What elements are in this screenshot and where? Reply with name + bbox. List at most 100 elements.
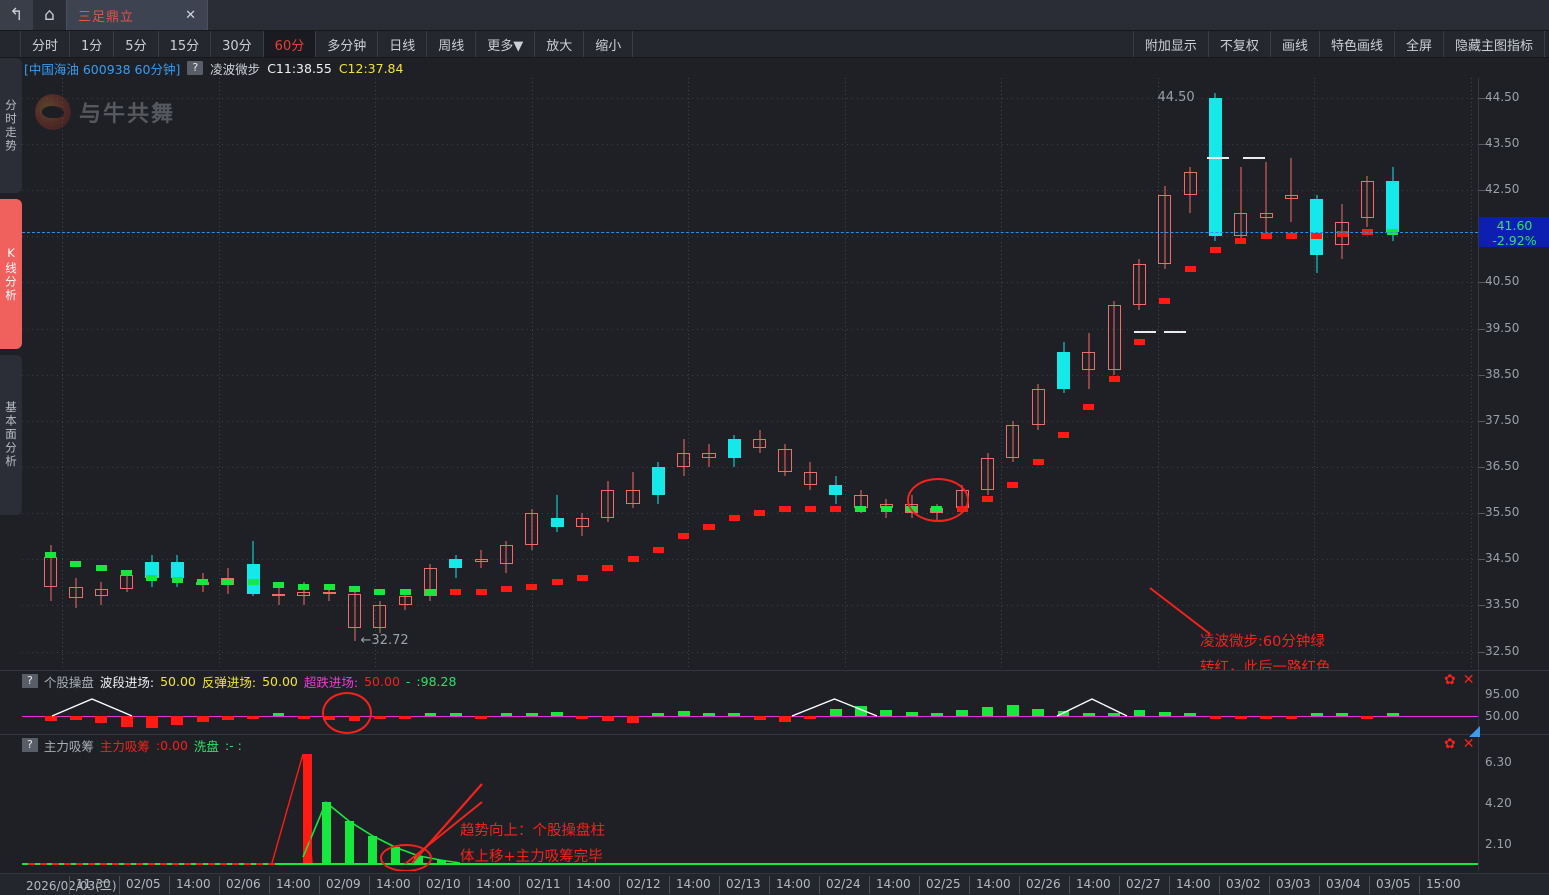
candle [651, 462, 665, 504]
candle [423, 563, 438, 601]
panel1-bar [804, 716, 817, 719]
toolbar-button-3[interactable]: 特色画线 [1320, 31, 1395, 57]
indicator-dot [1243, 157, 1265, 159]
tab-sanzudingli[interactable]: 三足鼎立 ✕ [66, 0, 208, 30]
back-icon[interactable]: ↰ [0, 0, 33, 30]
help-icon[interactable]: ? [22, 738, 38, 752]
indicator-dot [1184, 265, 1196, 272]
toolbar-button-0[interactable]: 附加显示 [1132, 31, 1209, 57]
panel1-ytick-1: 50.00 [1485, 709, 1520, 723]
period-button-8[interactable]: 周线 [427, 31, 477, 57]
indicator-dot [399, 588, 411, 595]
panel1-bar [905, 712, 918, 716]
x-tick-17: 14:00 [876, 877, 911, 891]
x-tick-separator [1119, 876, 1120, 894]
indicator-dot [222, 579, 234, 586]
panel2-dash [268, 863, 275, 865]
period-button-2[interactable]: 5分 [114, 31, 159, 57]
gear-icon[interactable]: ✿ [1444, 736, 1456, 752]
annotation-ellipse-main [906, 478, 969, 523]
period-button-7[interactable]: 日线 [378, 31, 428, 57]
close-icon[interactable]: ✕ [185, 7, 196, 23]
indicator-dot [323, 583, 335, 590]
period-button-6[interactable]: 多分钟 [316, 31, 379, 57]
sidebar-item-1[interactable]: K线分析 [0, 199, 22, 349]
y-tick-10: 33.50 [1485, 597, 1520, 612]
x-tick-separator [669, 876, 670, 894]
y-tick-0: 44.50 [1485, 89, 1520, 104]
period-button-5[interactable]: 60分 [263, 31, 317, 57]
sidebar-item-0[interactable]: 分时走势 [0, 58, 22, 193]
left-sidebar: 分时走势 K线分析基本面分析 [0, 58, 22, 638]
main-candlestick-chart[interactable]: 与牛共舞 44.50 ←32.72 凌波微步:60分钟绿 转红，此后一路红色 [22, 78, 1478, 670]
period-button-1[interactable]: 1分 [70, 31, 115, 57]
gear-icon[interactable]: ✿ [1444, 672, 1456, 688]
x-tick-28: 15:00 [1426, 877, 1461, 891]
candle [1082, 333, 1096, 389]
panel1-bar [981, 707, 994, 716]
panel2-plot[interactable] [22, 754, 1478, 871]
home-icon[interactable]: ⌂ [44, 5, 55, 25]
x-tick-separator [319, 876, 320, 894]
panel1-bar [703, 712, 715, 716]
toolbar-button-2[interactable]: 画线 [1271, 31, 1320, 57]
panel1-bar [779, 716, 791, 723]
y-tick-3: 40.50 [1485, 274, 1520, 289]
panel1-bar [652, 713, 665, 716]
period-button-3[interactable]: 15分 [159, 31, 212, 57]
candle [1158, 185, 1172, 269]
period-button-4[interactable]: 30分 [211, 31, 264, 57]
y-tick-9: 34.50 [1485, 551, 1520, 566]
toolbar-button-1[interactable]: 不复权 [1209, 31, 1271, 57]
toolbar-button-4[interactable]: 全屏 [1395, 31, 1444, 57]
panel1-bar [627, 716, 639, 724]
indicator-dot [70, 560, 82, 567]
panel2-dash [112, 863, 119, 865]
panel2-title: 主力吸筹 [43, 738, 94, 754]
annotation-leader-main [1149, 587, 1211, 635]
period-button-11[interactable]: 缩小 [584, 31, 634, 57]
candle [1107, 300, 1121, 375]
indicator-dot [551, 579, 563, 586]
price-y-axis[interactable]: 44.50 43.50 42.50 40.50 39.50 38.50 37.50 36.50… [1478, 78, 1549, 670]
indicator-dot [652, 547, 664, 554]
period-toolbar: 分时 1分 5分 15分 30分 60分 多分钟 日线 周线 更多▼ 放大 缩小 附加显示 不复权 画线特… [0, 31, 1549, 58]
help-icon[interactable]: ? [187, 61, 204, 75]
x-tick-separator [219, 876, 220, 894]
candle [474, 550, 488, 569]
time-x-axis[interactable]: 2026/02/03(二) 11:30 02/05 14:00 02/06 14:00 02… [0, 873, 1549, 895]
y-tick-2: 42.50 [1485, 182, 1520, 197]
candle [449, 554, 463, 578]
x-tick-separator [1169, 876, 1170, 894]
candle [677, 439, 691, 477]
close-icon[interactable]: ✕ [1462, 672, 1475, 688]
x-tick-separator [569, 876, 570, 894]
panel-divider-1 [0, 670, 1549, 671]
panel1-bar [1184, 713, 1197, 716]
indicator-dot [1285, 233, 1297, 240]
toolbar-button-5[interactable]: 隐藏主图指标 [1444, 31, 1545, 57]
period-button-10[interactable]: 放大 [535, 31, 585, 57]
panel1-bar [146, 716, 158, 729]
panel2-dash [88, 863, 95, 865]
indicator-dot [1311, 233, 1323, 240]
help-icon[interactable]: ? [22, 674, 38, 688]
candle [753, 430, 767, 454]
panel2-dash [40, 863, 47, 865]
candle [398, 591, 412, 610]
sidebar-item-2[interactable]: 基本面分析 [0, 355, 22, 515]
panel1-plot[interactable] [22, 690, 1478, 738]
period-button-0[interactable]: 分时 [20, 31, 71, 57]
panel1-value-4: :98.28 [416, 673, 457, 689]
x-tick-27: 03/05 [1376, 877, 1411, 891]
chart-area: 与牛共舞 44.50 ←32.72 凌波微步:60分钟绿 转红，此后一路红色 4… [0, 78, 1549, 895]
scroll-indicator[interactable] [1469, 726, 1480, 737]
panel2-value-2: :- : [224, 737, 242, 753]
panel1-label-1: 波段进场: [99, 674, 155, 690]
close-icon[interactable]: ✕ [1462, 736, 1475, 752]
candle [1056, 342, 1071, 394]
indicator-dot [95, 565, 107, 572]
x-tick-separator [769, 876, 770, 894]
x-tick-separator [819, 876, 820, 894]
period-button-9[interactable]: 更多▼ [476, 31, 536, 57]
